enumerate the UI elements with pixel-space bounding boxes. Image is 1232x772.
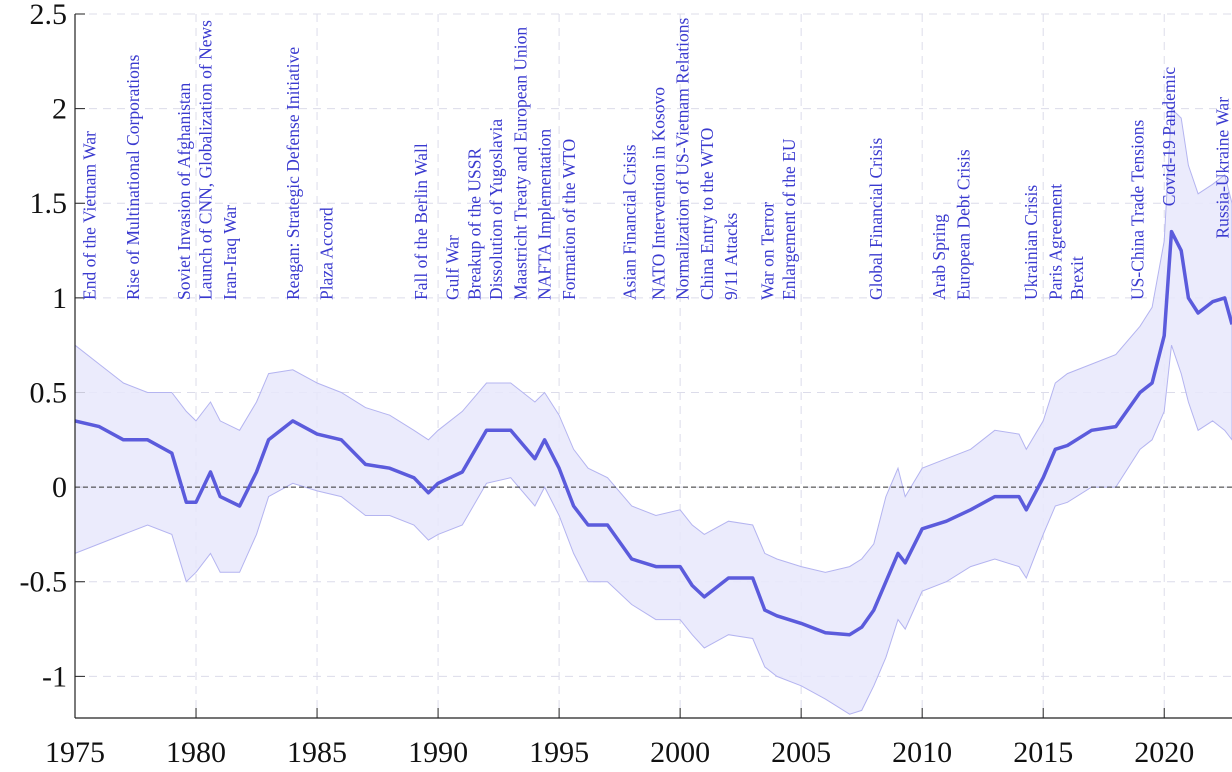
event-label: Arab Spring (929, 214, 949, 300)
y-tick-label: 2 (52, 93, 67, 126)
event-label: Brexit (1067, 256, 1087, 300)
event-label: Dissolution of Yugoslavia (486, 119, 506, 300)
event-label: Reagan: Strategic Defense Initiative (283, 47, 303, 300)
x-tick-label: 2010 (892, 736, 952, 769)
x-tick-label: 1985 (287, 736, 347, 769)
x-tick-label: 1980 (166, 736, 226, 769)
event-label: US-China Trade Tensions (1128, 120, 1148, 300)
event-label: Rise of Multinational Corporations (123, 54, 143, 300)
event-label: War on Terror (757, 202, 777, 300)
confidence-band (74, 107, 1232, 715)
event-label: NAFTA Implementation (535, 129, 555, 300)
event-label: Gulf War (443, 235, 463, 300)
event-label: Russia-Ukraine War (1212, 97, 1232, 239)
y-tick-label: -1 (42, 660, 67, 693)
event-label: End of the Vietnam War (80, 131, 100, 300)
x-tick-label: 1975 (45, 736, 105, 769)
event-label: Fall of the Berlin Wall (411, 143, 431, 300)
event-label: European Debt Crisis (953, 149, 973, 300)
x-tick-label: 2020 (1134, 736, 1194, 769)
y-tick-label: -0.5 (20, 566, 68, 599)
event-label: 9/11 Attacks (721, 212, 741, 300)
mean-line (74, 229, 1232, 637)
event-label: NATO Intervention in Kosovo (648, 87, 668, 300)
event-label: Normalization of US-Vietnam Relations (673, 18, 693, 300)
event-label: Launch of CNN, Globalization of News (196, 20, 216, 300)
y-tick-label: 2.5 (30, 0, 68, 31)
y-tick-label: 0 (52, 471, 67, 504)
x-tick-label: 1995 (529, 736, 589, 769)
event-label: Iran-Iraq War (220, 205, 240, 300)
event-label: Breakup of the USSR (464, 148, 484, 300)
y-tick-label: 1 (52, 282, 67, 315)
event-label: Plaza Accord (317, 207, 337, 300)
y-tick-label: 0.5 (30, 376, 68, 409)
x-tick-label: 2005 (771, 736, 831, 769)
y-tick-label: 1.5 (30, 187, 68, 220)
x-tick-label: 1990 (408, 736, 468, 769)
event-label: Enlargement of the EU (779, 138, 799, 300)
event-label: Soviet Invasion of Afghanistan (174, 82, 194, 300)
event-label: Paris Agreement (1045, 184, 1065, 300)
event-label: Asian Financial Crisis (619, 144, 639, 300)
event-label: Global Financial Crisis (866, 137, 886, 300)
x-tick-label: 2000 (650, 736, 710, 769)
event-label: Maastricht Treaty and European Union (510, 27, 530, 300)
event-label: China Entry to the WTO (697, 128, 717, 300)
event-label: Formation of the WTO (559, 139, 579, 300)
event-label: Covid-19 Pandemic (1159, 67, 1179, 207)
event-label: Ukrainian Crisis (1021, 185, 1041, 300)
x-tick-label: 2015 (1013, 736, 1073, 769)
